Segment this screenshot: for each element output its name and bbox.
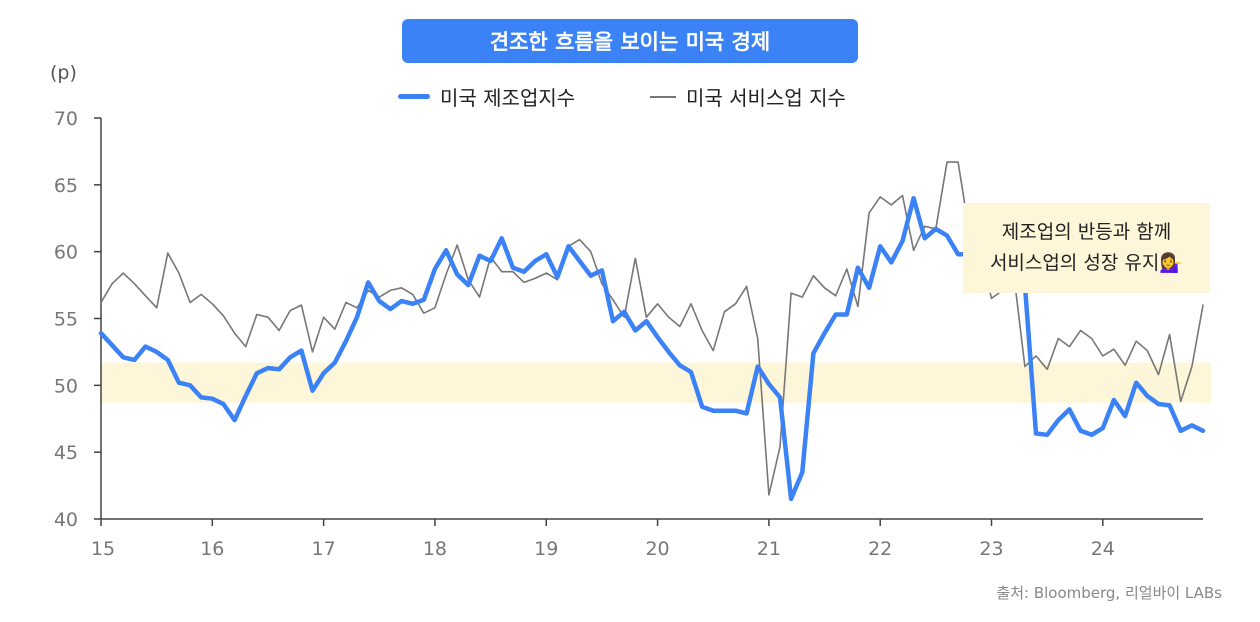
x-tick-label: 19 bbox=[534, 538, 558, 560]
legend-label-services: 미국 서비스업 지수 bbox=[686, 86, 846, 110]
x-tick-label: 22 bbox=[868, 538, 892, 560]
x-tick-label: 18 bbox=[423, 538, 447, 560]
y-tick-label: 50 bbox=[54, 375, 78, 397]
annotation-line-1: 제조업의 반등과 함께 bbox=[1001, 221, 1172, 243]
y-tick-label: 70 bbox=[54, 108, 78, 130]
legend-swatch-services bbox=[650, 95, 676, 98]
x-tick-label: 23 bbox=[979, 538, 1003, 560]
reference-band-50 bbox=[101, 362, 1211, 403]
x-tick-label: 17 bbox=[312, 538, 336, 560]
y-tick-label: 65 bbox=[54, 175, 78, 197]
y-tick-label: 60 bbox=[54, 242, 78, 264]
legend-label-manufacturing: 미국 제조업지수 bbox=[440, 86, 576, 110]
y-tick-label: 40 bbox=[54, 509, 78, 531]
y-tick-label: 45 bbox=[54, 442, 78, 464]
person-tipping-hand-icon: 💁‍♀️ bbox=[1159, 252, 1184, 274]
x-tick-label: 24 bbox=[1091, 538, 1115, 560]
x-tick-label: 15 bbox=[91, 538, 115, 560]
x-tick-label: 16 bbox=[200, 538, 224, 560]
series-line-services bbox=[100, 161, 1204, 496]
legend-item-services: 미국 서비스업 지수 bbox=[650, 82, 846, 111]
annotation-line-2: 서비스업의 성장 유지💁‍♀️ bbox=[990, 248, 1183, 279]
y-axis-unit-label: (p) bbox=[50, 62, 77, 84]
source-note: 출처: Bloomberg, 리얼바이 LABs bbox=[996, 584, 1222, 602]
chart-title: 견조한 흐름을 보이는 미국 경제 bbox=[402, 19, 858, 63]
legend: 미국 제조업지수 미국 서비스업 지수 bbox=[0, 82, 1260, 112]
legend-item-manufacturing: 미국 제조업지수 bbox=[398, 82, 575, 111]
x-tick-label: 21 bbox=[757, 538, 781, 560]
y-tick-label: 55 bbox=[54, 309, 78, 331]
x-tick-label: 20 bbox=[645, 538, 669, 560]
annotation-box: 제조업의 반등과 함께 서비스업의 성장 유지💁‍♀️ bbox=[963, 203, 1210, 293]
annotation-line-2-text: 서비스업의 성장 유지 bbox=[989, 252, 1160, 274]
legend-swatch-manufacturing bbox=[398, 94, 430, 99]
